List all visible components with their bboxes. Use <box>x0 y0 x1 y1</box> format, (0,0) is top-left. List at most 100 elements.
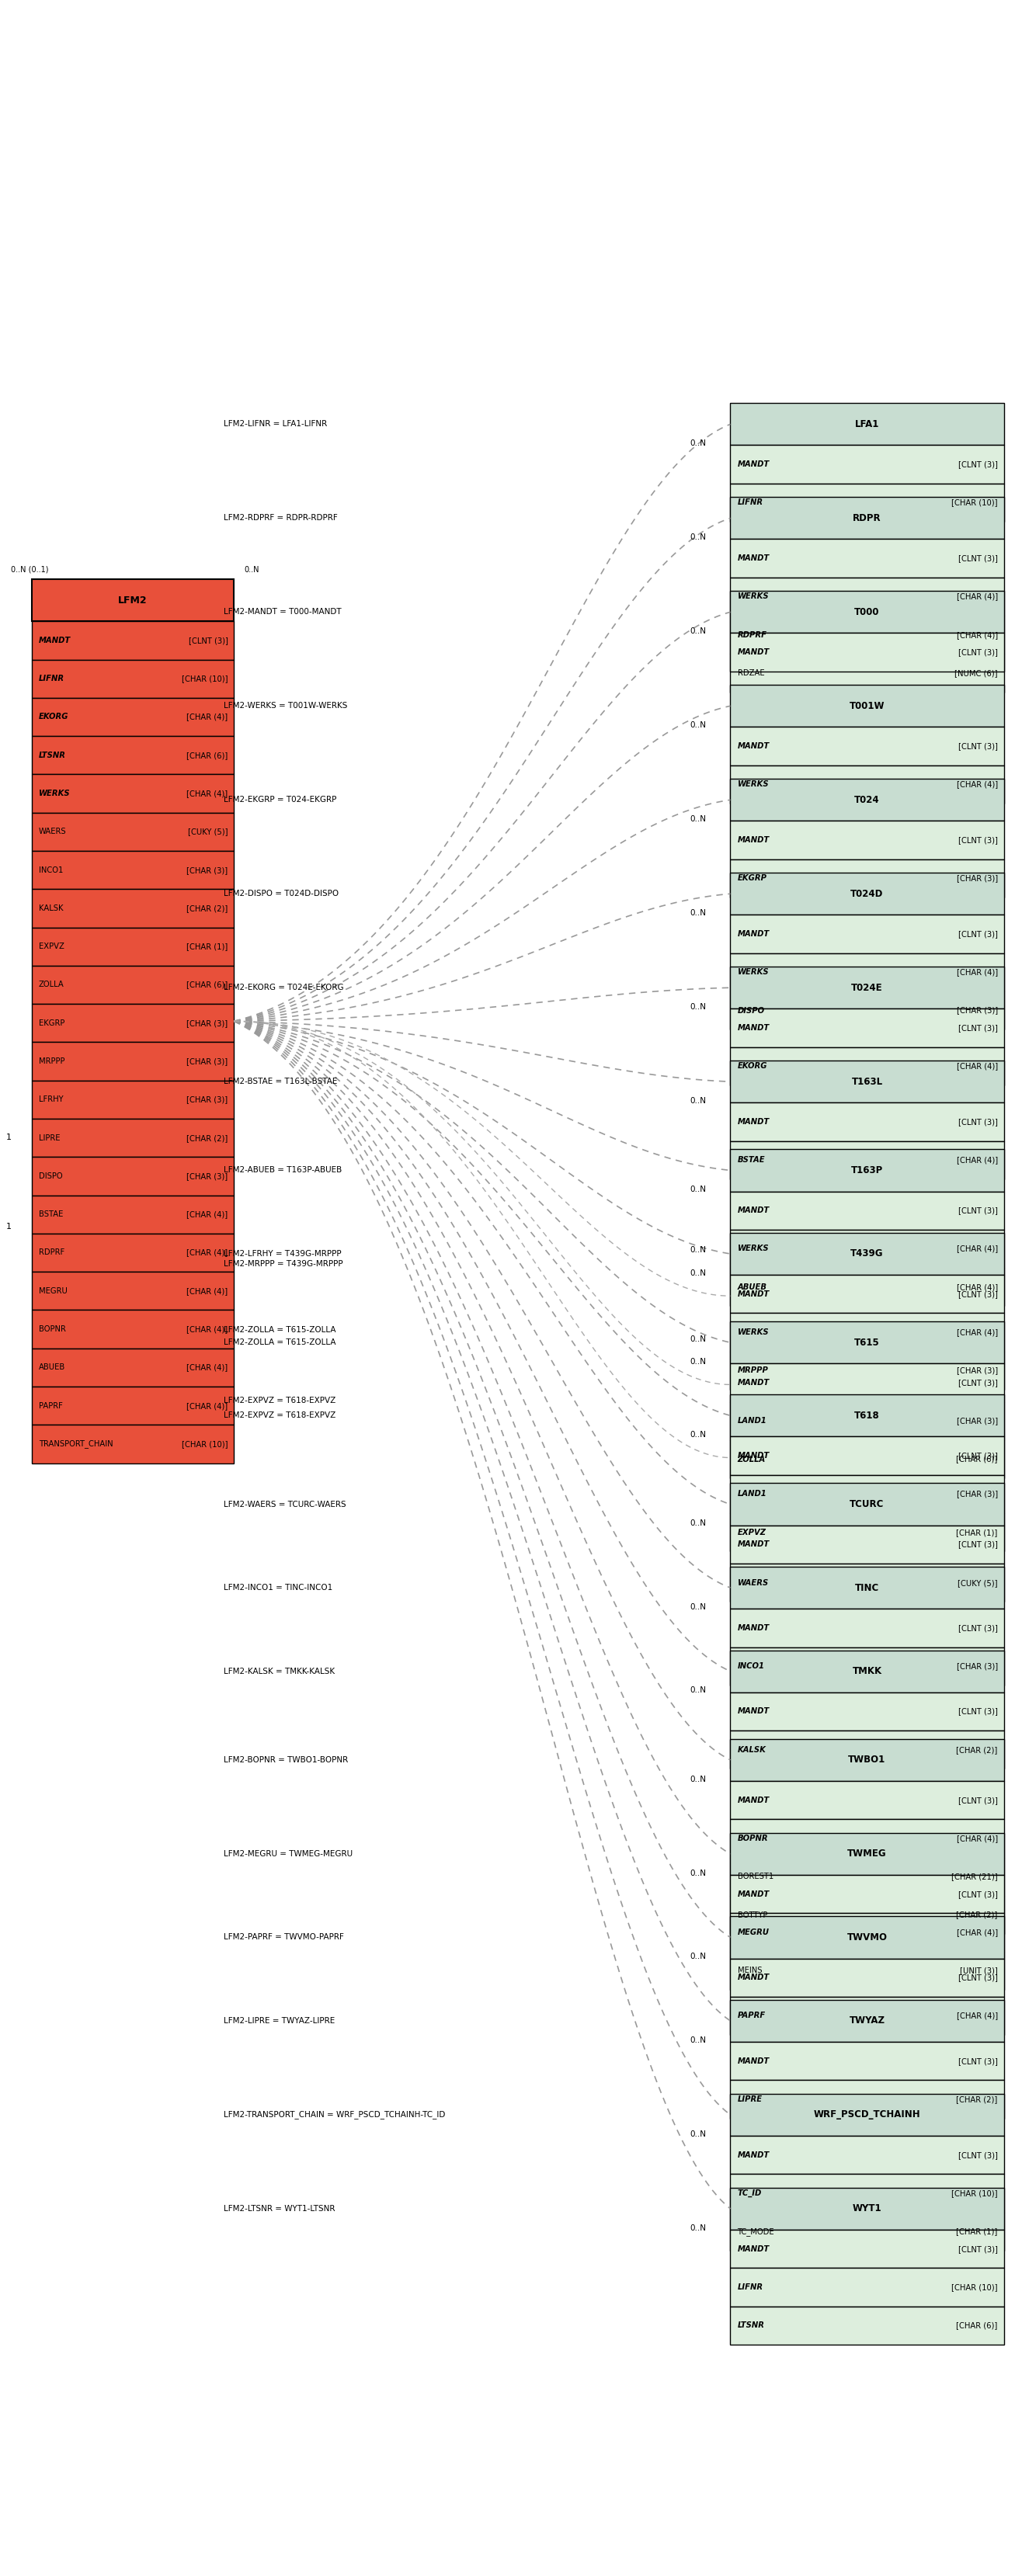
Text: RDPRF: RDPRF <box>39 1249 64 1257</box>
Text: 0..N: 0..N <box>690 1097 706 1105</box>
Text: TRANSPORT_CHAIN: TRANSPORT_CHAIN <box>39 1440 113 1448</box>
Text: 0..N: 0..N <box>690 1775 706 1783</box>
Text: MANDT: MANDT <box>738 1206 769 1213</box>
Text: TC_MODE: TC_MODE <box>738 2228 774 2236</box>
Bar <box>731 1739 1004 1780</box>
Text: [CLNT (3)]: [CLNT (3)] <box>958 2151 998 2159</box>
Text: LFA1: LFA1 <box>855 420 879 430</box>
Text: KALSK: KALSK <box>738 1747 766 1754</box>
Text: [CUKY (5)]: [CUKY (5)] <box>958 1579 998 1587</box>
Bar <box>731 616 1004 654</box>
Text: [CLNT (3)]: [CLNT (3)] <box>958 1025 998 1033</box>
Text: INCO1: INCO1 <box>738 1662 764 1669</box>
Text: [CLNT (3)]: [CLNT (3)] <box>958 2244 998 2254</box>
Text: [CHAR (3)]: [CHAR (3)] <box>187 1020 228 1028</box>
Text: 0..N: 0..N <box>690 1334 706 1342</box>
Text: 0..N: 0..N <box>245 567 259 574</box>
Bar <box>731 1401 1004 1440</box>
Bar <box>731 2174 1004 2213</box>
Text: MANDT: MANDT <box>738 2151 769 2159</box>
Bar <box>731 1314 1004 1352</box>
Bar <box>731 446 1004 484</box>
Text: MANDT: MANDT <box>738 837 769 845</box>
Text: [CLNT (3)]: [CLNT (3)] <box>958 1973 998 1981</box>
Text: MANDT: MANDT <box>738 1378 769 1386</box>
Bar <box>731 860 1004 896</box>
Text: T618: T618 <box>855 1412 880 1419</box>
Text: PAPRF: PAPRF <box>39 1401 63 1409</box>
Text: 0..N: 0..N <box>690 1430 706 1437</box>
Bar <box>731 2187 1004 2231</box>
Text: [CLNT (3)]: [CLNT (3)] <box>958 1623 998 1631</box>
Text: LFM2-WAERS = TCURC-WAERS: LFM2-WAERS = TCURC-WAERS <box>224 1499 346 1507</box>
Text: TC_ID: TC_ID <box>738 2190 761 2197</box>
Text: [CHAR (3)]: [CHAR (3)] <box>956 1417 998 1425</box>
Text: [CHAR (3)]: [CHAR (3)] <box>956 1368 998 1376</box>
Text: [CLNT (3)]: [CLNT (3)] <box>958 2058 998 2066</box>
Text: LFM2-KALSK = TMKK-KALSK: LFM2-KALSK = TMKK-KALSK <box>224 1667 335 1674</box>
Bar <box>31 1157 234 1195</box>
Text: WAERS: WAERS <box>39 827 66 835</box>
Text: T001W: T001W <box>850 701 885 711</box>
Bar <box>731 1999 1004 2043</box>
Text: [UNIT (3)]: [UNIT (3)] <box>960 1965 998 1973</box>
Text: [CHAR (10)]: [CHAR (10)] <box>951 500 998 507</box>
Bar <box>731 1857 1004 1896</box>
Text: LIPRE: LIPRE <box>39 1133 60 1141</box>
Bar <box>731 1651 1004 1692</box>
Bar <box>31 659 234 698</box>
Text: [CLNT (3)]: [CLNT (3)] <box>958 1708 998 1716</box>
Text: ZOLLA: ZOLLA <box>738 1455 765 1463</box>
Bar <box>731 1917 1004 1958</box>
Text: BSTAE: BSTAE <box>738 1157 765 1164</box>
Text: 0..N (0..1): 0..N (0..1) <box>11 567 49 574</box>
Text: [CHAR (4)]: [CHAR (4)] <box>187 1324 228 1332</box>
Bar <box>731 1512 1004 1551</box>
Bar <box>731 1267 1004 1306</box>
Bar <box>731 1646 1004 1685</box>
Bar <box>31 850 234 889</box>
Text: [CHAR (4)]: [CHAR (4)] <box>956 1061 998 1069</box>
Text: DISPO: DISPO <box>39 1172 62 1180</box>
Bar <box>731 1953 1004 1989</box>
Text: T024: T024 <box>855 796 880 804</box>
Text: LFRHY: LFRHY <box>39 1095 63 1103</box>
Bar <box>31 580 234 621</box>
Text: LIPRE: LIPRE <box>738 2094 762 2102</box>
Text: PAPRF: PAPRF <box>738 2012 765 2020</box>
Text: T000: T000 <box>855 608 880 618</box>
Text: RDPRF: RDPRF <box>738 631 767 639</box>
Text: 0..N: 0..N <box>690 2130 706 2138</box>
Text: 0..N: 0..N <box>690 1520 706 1528</box>
Bar <box>31 927 234 966</box>
Text: MANDT: MANDT <box>738 2058 769 2066</box>
Bar <box>731 1566 1004 1610</box>
Bar <box>31 1195 234 1234</box>
Text: LFM2-MANDT = T000-MANDT: LFM2-MANDT = T000-MANDT <box>224 608 342 616</box>
Text: [CLNT (3)]: [CLNT (3)] <box>189 636 228 644</box>
Bar <box>731 1780 1004 1819</box>
Text: EKGRP: EKGRP <box>39 1020 65 1028</box>
Text: [CHAR (4)]: [CHAR (4)] <box>956 631 998 639</box>
Text: [CLNT (3)]: [CLNT (3)] <box>958 930 998 938</box>
Bar <box>731 2043 1004 2081</box>
Text: [CHAR (2)]: [CHAR (2)] <box>187 1133 228 1141</box>
Text: LFM2-ABUEB = T163P-ABUEB: LFM2-ABUEB = T163P-ABUEB <box>224 1167 342 1175</box>
Text: RDPR: RDPR <box>853 513 881 523</box>
Bar <box>731 1046 1004 1084</box>
Text: [CLNT (3)]: [CLNT (3)] <box>958 1453 998 1461</box>
Bar <box>731 1321 1004 1363</box>
Text: 0..N: 0..N <box>690 909 706 917</box>
Text: [CHAR (6)]: [CHAR (6)] <box>956 1455 998 1463</box>
Text: [CHAR (4)]: [CHAR (4)] <box>956 969 998 976</box>
Text: LFM2-LIFNR = LFA1-LIFNR: LFM2-LIFNR = LFA1-LIFNR <box>224 420 328 428</box>
Text: MANDT: MANDT <box>738 1291 769 1298</box>
Text: 0..N: 0..N <box>690 721 706 729</box>
Bar <box>731 2136 1004 2174</box>
Text: MANDT: MANDT <box>738 742 769 750</box>
Text: WERKS: WERKS <box>738 781 769 788</box>
Text: [CHAR (10)]: [CHAR (10)] <box>951 2190 998 2197</box>
Text: 0..N: 0..N <box>690 1953 706 1960</box>
Text: MANDT: MANDT <box>738 1623 769 1631</box>
Text: [CHAR (4)]: [CHAR (4)] <box>187 714 228 721</box>
